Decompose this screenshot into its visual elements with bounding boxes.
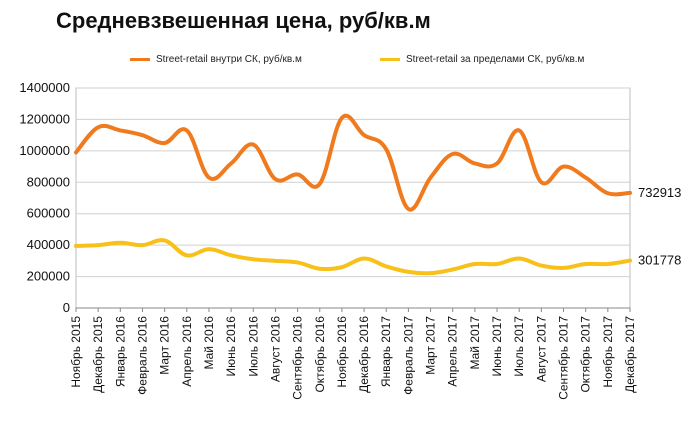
y-tick-label: 400000 bbox=[27, 237, 70, 252]
x-tick-label: Октябрь 2016 bbox=[313, 316, 327, 393]
x-tick-label: Март 2017 bbox=[424, 316, 438, 375]
y-tick-label: 0 bbox=[63, 300, 70, 315]
legend-swatch-series-1 bbox=[130, 58, 150, 61]
x-tick-label: Август 2017 bbox=[534, 316, 548, 382]
x-tick-label: Июль 2017 bbox=[512, 316, 526, 377]
x-tick-label: Ноябрь 2017 bbox=[601, 316, 615, 388]
x-tick-label: Май 2017 bbox=[468, 316, 482, 370]
x-tick-label: Ноябрь 2015 bbox=[69, 316, 83, 388]
x-tick-label: Апрель 2016 bbox=[180, 316, 194, 387]
legend-item-series-2: Street-retail за пределами СК, руб/кв.м bbox=[380, 54, 584, 65]
legend: Street-retail внутри СК, руб/кв.м Street… bbox=[0, 54, 700, 70]
x-tick-label: Октябрь 2017 bbox=[579, 316, 593, 393]
end-label-series-1: 732913 bbox=[638, 185, 681, 200]
legend-item-series-1: Street-retail внутри СК, руб/кв.м bbox=[130, 54, 302, 65]
x-tick-label: Январь 2017 bbox=[379, 316, 393, 387]
x-tick-label: Февраль 2017 bbox=[401, 316, 415, 395]
x-tick-label: Август 2016 bbox=[268, 316, 282, 382]
chart-title: Средневзвешенная цена, руб/кв.м bbox=[56, 8, 431, 33]
x-tick-label: Июнь 2016 bbox=[224, 316, 238, 377]
series-line-2 bbox=[74, 238, 632, 276]
x-tick-label: Декабрь 2016 bbox=[357, 316, 371, 393]
x-tick-label: Сентябрь 2017 bbox=[557, 316, 571, 400]
end-label-series-2: 301778 bbox=[638, 253, 681, 268]
y-tick-label: 200000 bbox=[27, 269, 70, 284]
legend-label-series-2: Street-retail за пределами СК, руб/кв.м bbox=[406, 54, 585, 65]
y-tick-label: 1400000 bbox=[19, 80, 70, 95]
x-tick-label: Декабрь 2017 bbox=[623, 316, 637, 393]
x-tick-label: Апрель 2017 bbox=[446, 316, 460, 387]
y-tick-label: 800000 bbox=[27, 174, 70, 189]
series-line-1 bbox=[74, 113, 632, 212]
x-tick-label: Ноябрь 2016 bbox=[335, 316, 349, 388]
y-tick-label: 1200000 bbox=[19, 111, 70, 126]
x-tick-label: Сентябрь 2016 bbox=[291, 316, 305, 400]
x-tick-label: Июль 2016 bbox=[246, 316, 260, 377]
x-tick-label: Май 2016 bbox=[202, 316, 216, 370]
x-tick-label: Февраль 2016 bbox=[135, 316, 149, 395]
x-tick-label: Март 2016 bbox=[158, 316, 172, 375]
y-tick-label: 600000 bbox=[27, 206, 70, 221]
x-tick-label: Декабрь 2015 bbox=[91, 316, 105, 393]
legend-label-series-1: Street-retail внутри СК, руб/кв.м bbox=[156, 54, 302, 65]
legend-swatch-series-2 bbox=[380, 58, 400, 61]
x-tick-label: Январь 2016 bbox=[113, 316, 127, 387]
x-tick-label: Июнь 2017 bbox=[490, 316, 504, 377]
y-tick-label: 1000000 bbox=[19, 143, 70, 158]
